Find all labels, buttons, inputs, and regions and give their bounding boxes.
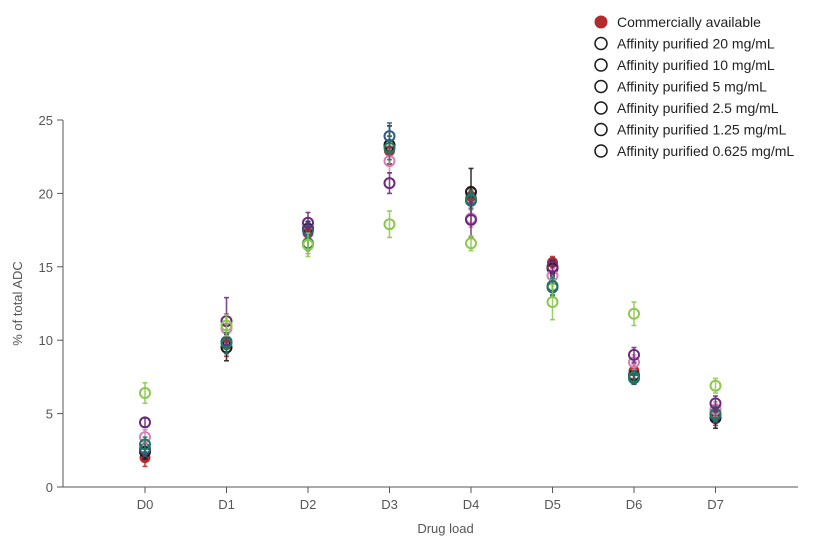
y-tick-label: 0 [46,480,53,495]
data-point [709,379,722,392]
legend-label: Affinity purified 1.25 mg/mL [617,122,787,138]
data-point [302,216,314,229]
legend-marker [594,144,608,158]
y-tick-label: 15 [39,260,53,275]
data-point [546,260,559,273]
x-tick-label: D2 [300,497,317,512]
legend-marker [594,36,608,51]
data-point [628,370,640,383]
x-tick-label: D0 [137,497,154,512]
legend-label: Affinity purified 5 mg/mL [617,79,767,95]
data-point [383,218,396,231]
legend-marker [594,101,608,115]
x-tick-label: D1 [218,497,235,512]
legend-label: Affinity purified 0.625 mg/mL [617,143,794,159]
data-point [546,296,559,309]
legend-label: Affinity purified 10 mg/mL [617,57,775,73]
data-point [709,397,722,410]
data-point [465,213,477,226]
legend-label: Affinity purified 2.5 mg/mL [617,100,779,116]
x-tick-label: D6 [626,497,643,512]
legend: Commercially available Affinity purified … [594,14,794,159]
data-point [139,438,151,451]
x-tick-label: D4 [463,497,480,512]
data-point [302,238,314,251]
legend-marker [594,122,608,137]
y-tick-label: 10 [39,333,53,348]
data-point [139,387,151,400]
legend-label: Affinity purified 20 mg/mL [617,36,775,52]
data-point [139,416,151,429]
data-point [383,177,396,190]
data-point [220,319,233,332]
data-point [628,348,640,361]
data-marks [139,122,722,468]
y-axis-title: % of total ADC [10,261,25,346]
x-tick-label: D5 [544,497,561,512]
y-tick-label: 5 [46,407,53,422]
x-axis-title: Drug load [417,521,473,536]
data-point [465,237,477,250]
data-point [383,141,396,154]
axes: 0 5 10 15 20 25 D0 D1 D2 D3 D4 D5 D6 D7 [39,113,798,512]
legend-marker [594,15,608,29]
legend-marker [594,79,608,94]
x-tick-label: D3 [381,497,398,512]
data-point [628,307,640,320]
x-tick-label: D7 [707,497,724,512]
y-tick-label: 20 [39,186,53,201]
y-tick-label: 25 [39,113,53,128]
legend-label: Commercially available [617,14,761,30]
legend-marker [594,58,608,72]
